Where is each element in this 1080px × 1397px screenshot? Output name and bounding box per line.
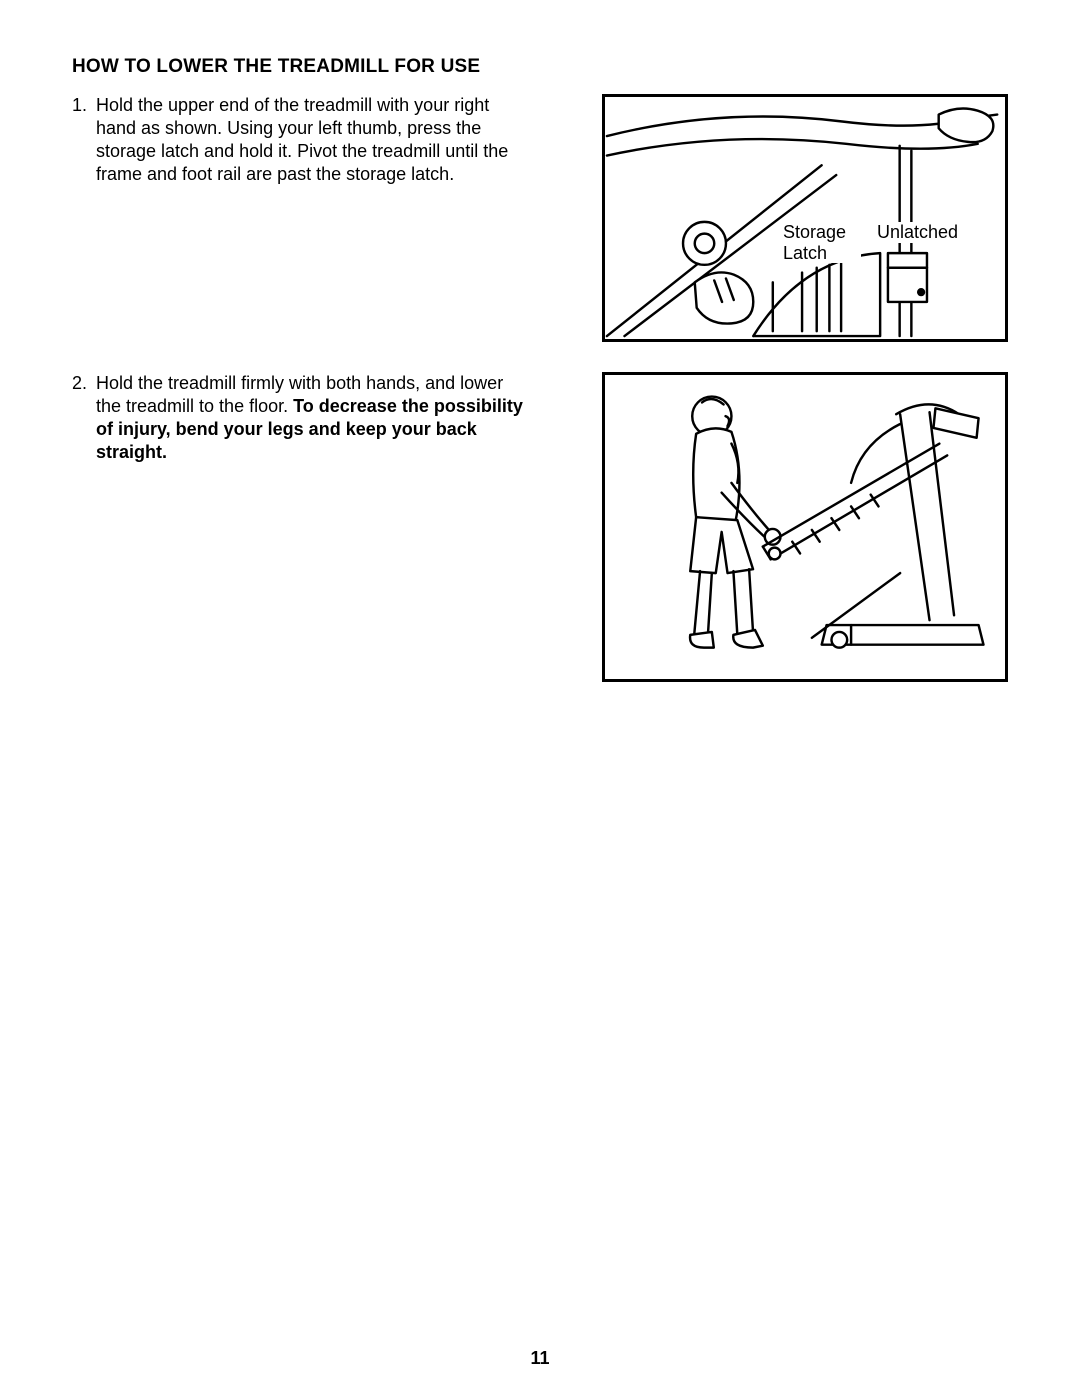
section-title: HOW TO LOWER THE TREADMILL FOR USE — [72, 56, 1008, 78]
figure-1-illustration — [605, 97, 1005, 339]
figure-1: Storage Latch Unlatched — [602, 94, 1008, 342]
step-1-row: 1. Hold the upper end of the treadmill w… — [72, 94, 1008, 342]
step-1-body: Hold the upper end of the treadmill with… — [96, 94, 532, 186]
figure-2-illustration — [605, 375, 1005, 679]
step-2-row: 2. Hold the treadmill firmly with both h… — [72, 372, 1008, 682]
figure-2 — [602, 372, 1008, 682]
step-1-text: 1. Hold the upper end of the treadmill w… — [72, 94, 532, 186]
manual-page: HOW TO LOWER THE TREADMILL FOR USE 1. Ho… — [0, 0, 1080, 1397]
step-2-text: 2. Hold the treadmill firmly with both h… — [72, 372, 532, 464]
figure-1-col: Storage Latch Unlatched — [532, 94, 1008, 342]
step-1-number: 1. — [72, 94, 96, 186]
figure-1-label-storage-latch: Storage Latch — [783, 222, 861, 263]
step-2-body: Hold the treadmill firmly with both hand… — [96, 372, 532, 464]
figure-1-label-unlatched: Unlatched — [877, 222, 958, 243]
figure-2-col — [532, 372, 1008, 682]
page-number: 11 — [0, 1348, 1080, 1369]
step-2-number: 2. — [72, 372, 96, 464]
